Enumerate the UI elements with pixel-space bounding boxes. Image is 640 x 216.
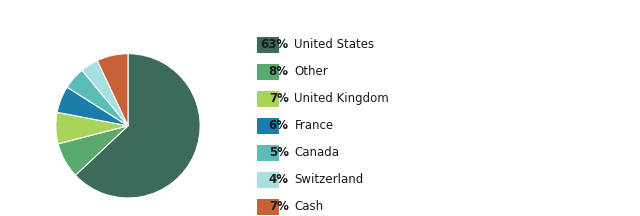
- Text: 8%: 8%: [269, 65, 289, 78]
- Wedge shape: [57, 87, 128, 126]
- Text: Canada: Canada: [294, 146, 339, 159]
- Text: 7%: 7%: [269, 92, 289, 105]
- Text: France: France: [294, 119, 333, 132]
- Wedge shape: [67, 70, 128, 126]
- FancyBboxPatch shape: [257, 64, 279, 80]
- Text: 6%: 6%: [269, 119, 289, 132]
- Text: Cash: Cash: [294, 200, 324, 213]
- FancyBboxPatch shape: [257, 91, 279, 107]
- Wedge shape: [76, 54, 200, 198]
- Text: United States: United States: [294, 38, 374, 51]
- Text: 5%: 5%: [269, 146, 289, 159]
- Wedge shape: [58, 126, 128, 175]
- Text: Geographic Diversification: Geographic Diversification: [6, 12, 234, 27]
- Text: 4%: 4%: [269, 173, 289, 186]
- FancyBboxPatch shape: [257, 118, 279, 134]
- FancyBboxPatch shape: [257, 172, 279, 188]
- Text: Switzerland: Switzerland: [294, 173, 364, 186]
- FancyBboxPatch shape: [257, 199, 279, 215]
- Text: 7%: 7%: [269, 200, 289, 213]
- Text: Other: Other: [294, 65, 328, 78]
- Wedge shape: [97, 54, 128, 126]
- Text: United Kingdom: United Kingdom: [294, 92, 389, 105]
- Wedge shape: [82, 60, 128, 126]
- Text: 63%: 63%: [260, 38, 289, 51]
- Wedge shape: [56, 112, 128, 144]
- FancyBboxPatch shape: [257, 145, 279, 161]
- FancyBboxPatch shape: [257, 37, 279, 53]
